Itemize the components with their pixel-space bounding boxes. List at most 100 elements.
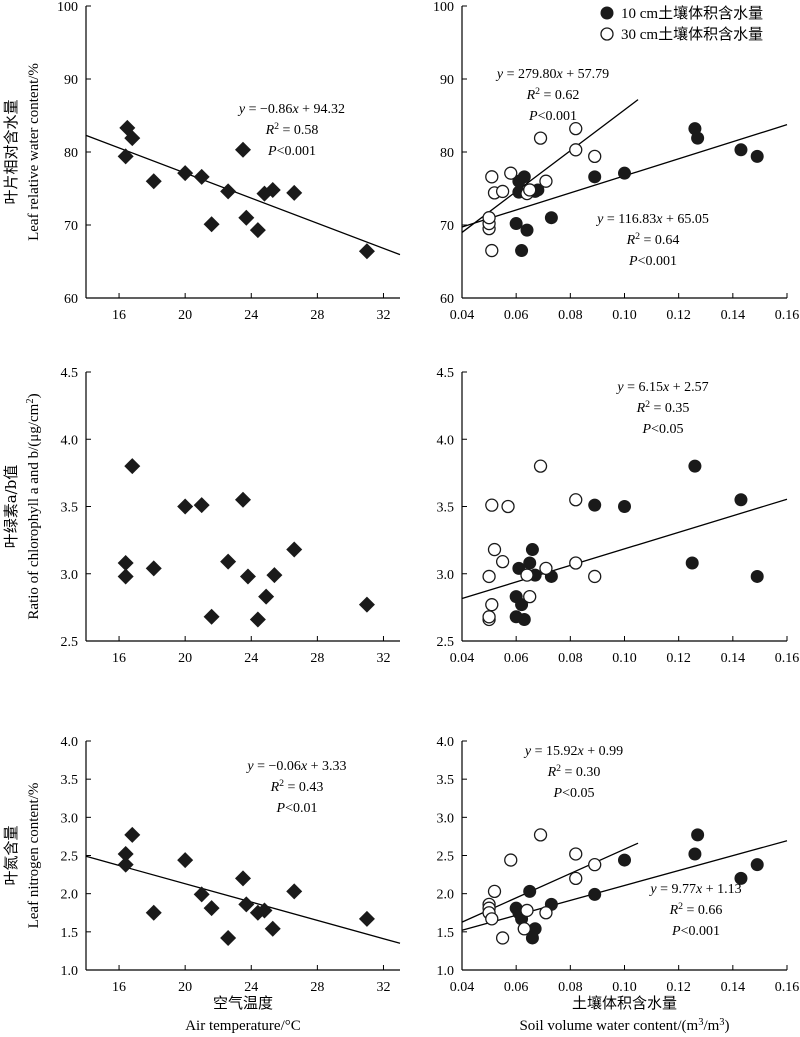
data-point-30cm bbox=[501, 499, 515, 514]
data-point-diamond bbox=[249, 611, 266, 628]
data-point-10cm bbox=[515, 244, 529, 258]
data-point-diamond bbox=[117, 845, 134, 862]
y-tick-label: 70 bbox=[64, 219, 78, 234]
data-point-diamond bbox=[145, 173, 162, 190]
data-point-30cm bbox=[482, 569, 496, 584]
data-point-30cm bbox=[482, 610, 496, 624]
legend-label: 10 cm土壤体积含水量 bbox=[621, 4, 763, 22]
data-point-diamond bbox=[117, 554, 134, 571]
regression-annotation: R2 = 0.30 bbox=[547, 763, 601, 781]
data-point-diamond bbox=[239, 568, 256, 585]
data-point-10cm bbox=[588, 498, 602, 512]
data-point-diamond bbox=[358, 910, 375, 927]
data-point-diamond bbox=[235, 141, 251, 158]
data-point-10cm bbox=[515, 598, 529, 612]
x-tick-label: 0.12 bbox=[666, 980, 691, 995]
x-tick-label: 0.10 bbox=[612, 651, 637, 666]
data-point-diamond bbox=[286, 541, 303, 558]
data-point-30cm bbox=[588, 569, 602, 584]
data-point-30cm bbox=[539, 174, 553, 188]
x-tick-label: 24 bbox=[244, 651, 258, 666]
data-point-diamond bbox=[193, 497, 210, 514]
data-point-10cm bbox=[618, 166, 631, 180]
y-tick-label: 3.0 bbox=[61, 811, 79, 826]
y-tick-label: 2.0 bbox=[437, 888, 455, 903]
x-tick-label: 32 bbox=[376, 980, 390, 995]
panel-a: 60 70 80 90 100 16 20 24 28 32 y = −0.86x + 94.32 R… bbox=[2, 0, 401, 323]
regression-annotation: R2 = 0.35 bbox=[636, 399, 690, 417]
data-point-diamond bbox=[145, 904, 162, 921]
regression-annotation: P<0.001 bbox=[671, 924, 720, 939]
y-tick-label: 90 bbox=[440, 73, 454, 88]
data-point-10cm bbox=[520, 223, 534, 237]
data-point-diamond bbox=[117, 856, 134, 873]
data-point-diamond bbox=[264, 181, 281, 198]
x-tick-label: 0.16 bbox=[775, 651, 800, 666]
y-tick-label: 3.5 bbox=[437, 501, 455, 516]
data-point-diamond bbox=[220, 929, 237, 946]
data-point-diamond bbox=[358, 596, 375, 613]
y-tick-label: 1.0 bbox=[437, 964, 455, 979]
x-tick-label: 0.10 bbox=[612, 980, 637, 995]
data-point-30cm bbox=[569, 847, 583, 861]
panel-c: 2.5 3.0 3.5 4.0 4.5 16 20 24 28 32 叶绿素a/b值 Ratio of… bbox=[2, 366, 400, 666]
x-tick-label: 20 bbox=[178, 980, 192, 995]
y-tick-label: 90 bbox=[64, 73, 78, 88]
data-point-10cm bbox=[523, 556, 537, 570]
data-point-30cm bbox=[569, 121, 583, 136]
y-tick-label: 4.0 bbox=[437, 735, 455, 750]
y-tick-label: 3.0 bbox=[437, 568, 455, 583]
regression-annotation: R2 = 0.58 bbox=[265, 121, 319, 139]
regression-annotation: P<0.01 bbox=[276, 801, 318, 816]
x-tick-label: 20 bbox=[178, 651, 192, 666]
data-point-30cm bbox=[485, 498, 499, 512]
data-point-10cm bbox=[750, 149, 764, 163]
y-axis-label-cn: 叶氮含量 bbox=[2, 825, 20, 885]
data-point-10cm bbox=[523, 884, 537, 898]
data-point-diamond bbox=[177, 165, 194, 182]
x-tick-label: 24 bbox=[244, 308, 258, 323]
data-point-30cm bbox=[485, 170, 499, 184]
y-tick-label: 1.5 bbox=[61, 926, 79, 941]
data-point-diamond bbox=[203, 216, 220, 233]
data-point-10cm bbox=[588, 170, 602, 184]
data-point-diamond bbox=[264, 920, 281, 937]
data-point-30cm bbox=[533, 828, 548, 842]
y-tick-label: 4.5 bbox=[61, 366, 79, 381]
legend-marker-30cm bbox=[600, 27, 614, 41]
data-point-diamond bbox=[124, 130, 141, 147]
data-point-diamond bbox=[220, 553, 237, 570]
x-tick-label: 28 bbox=[310, 980, 324, 995]
y-axis-label-cn: 叶片相对含水量 bbox=[2, 99, 20, 204]
legend-marker-10cm bbox=[600, 6, 614, 20]
data-point-diamond bbox=[235, 491, 251, 508]
x-axis-label-cn: 土壤体积含水量 bbox=[572, 994, 677, 1012]
data-point-diamond bbox=[286, 883, 303, 900]
y-tick-label: 100 bbox=[433, 0, 454, 15]
x-tick-label: 0.04 bbox=[450, 651, 475, 666]
data-point-10cm bbox=[588, 887, 602, 901]
x-tick-label: 0.08 bbox=[558, 651, 583, 666]
data-point-10cm bbox=[688, 847, 702, 861]
data-point-diamond bbox=[249, 222, 266, 239]
data-point-30cm bbox=[533, 131, 548, 145]
regression-annotation: y = −0.86x + 94.32 bbox=[237, 102, 345, 117]
data-point-diamond bbox=[286, 184, 303, 201]
data-point-30cm bbox=[520, 568, 534, 582]
data-point-30cm bbox=[495, 554, 510, 569]
data-point-diamond bbox=[117, 148, 134, 165]
x-tick-label: 0.08 bbox=[558, 308, 583, 323]
data-point-10cm bbox=[685, 556, 699, 570]
regression-annotation: R2 = 0.66 bbox=[669, 901, 723, 919]
data-point-30cm bbox=[523, 589, 537, 604]
y-tick-label: 1.5 bbox=[437, 926, 455, 941]
data-point-diamond bbox=[203, 608, 220, 625]
data-point-diamond bbox=[124, 458, 141, 475]
regression-annotation: P<0.001 bbox=[528, 109, 577, 124]
y-tick-label: 3.0 bbox=[437, 811, 455, 826]
data-point-10cm bbox=[750, 858, 764, 872]
data-point-30cm bbox=[504, 853, 518, 867]
y-tick-label: 60 bbox=[440, 292, 454, 307]
x-axis-label-en: Air temperature/°C bbox=[185, 1018, 301, 1034]
